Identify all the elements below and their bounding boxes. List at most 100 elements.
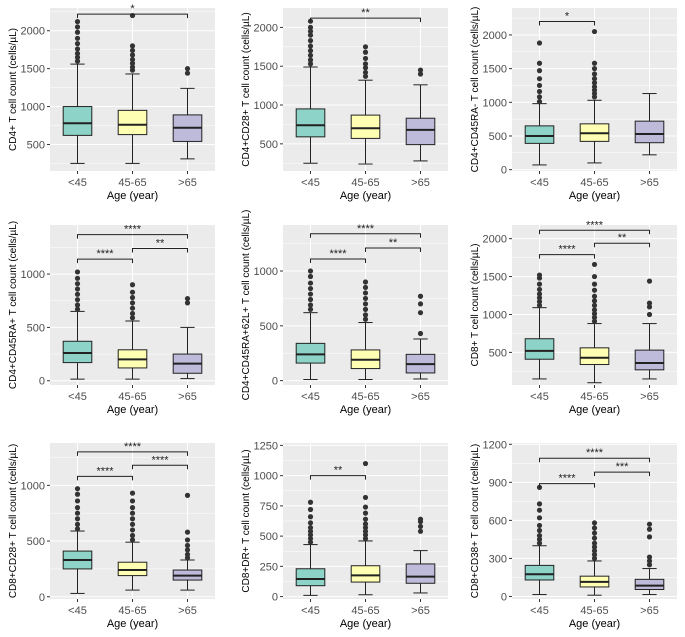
- outlier-point: [74, 297, 81, 303]
- x-tick-label: >65: [411, 391, 430, 403]
- outlier-point: [591, 555, 598, 562]
- x-tick-label: 45-65: [118, 605, 146, 617]
- outlier-point: [536, 507, 543, 513]
- box-iqr: [634, 120, 665, 144]
- y-axis-title: CD8+ T cell count (cells/µL): [470, 244, 481, 367]
- outlier-point: [74, 29, 81, 35]
- box-1: [62, 269, 93, 380]
- box-2: [350, 460, 381, 596]
- outlier-point: [307, 280, 314, 286]
- outlier-point: [536, 540, 543, 546]
- outlier-point: [74, 306, 81, 312]
- outlier-point: [129, 300, 136, 306]
- x-axis-title: Age (year): [569, 404, 620, 416]
- x-tick-label: >65: [411, 177, 430, 189]
- significance-bracket: **: [310, 465, 366, 480]
- box-3: [405, 516, 436, 594]
- box-2: [117, 490, 148, 591]
- outlier-point: [74, 54, 81, 60]
- y-axis-title: CD8+DR+ T cell count (cells/µL): [241, 449, 252, 592]
- outlier-point: [417, 293, 424, 299]
- outlier-point: [591, 540, 598, 546]
- y-tick-label: 0: [272, 592, 278, 604]
- box-1: [524, 484, 555, 596]
- outlier-point: [591, 535, 598, 541]
- significance-label: ****: [329, 248, 347, 260]
- outlier-point: [362, 65, 369, 71]
- outlier-point: [646, 534, 653, 540]
- outlier-point: [74, 486, 81, 492]
- significance-label: ****: [586, 219, 604, 231]
- y-tick-label: 500: [260, 531, 278, 543]
- outlier-point: [307, 28, 314, 34]
- significance-bracket: ****: [77, 248, 133, 264]
- outlier-point: [591, 307, 598, 313]
- x-tick-label: >65: [178, 605, 197, 617]
- outlier-point: [536, 82, 543, 89]
- box-2: [117, 12, 148, 164]
- box-3: [172, 66, 203, 160]
- outlier-point: [362, 312, 369, 318]
- x-axis-title: Age (year): [569, 618, 620, 630]
- significance-bracket: ****: [77, 441, 188, 456]
- bracket-line: [365, 247, 421, 253]
- outlier-point: [74, 50, 81, 57]
- y-tick-label: 1000: [21, 480, 45, 492]
- x-axis-title: Age (year): [107, 618, 158, 630]
- outlier-point: [74, 505, 81, 511]
- outlier-point: [307, 285, 314, 292]
- significance-bracket: **: [132, 237, 188, 253]
- outlier-point: [417, 330, 424, 337]
- box-iqr: [295, 568, 326, 587]
- bracket-line: [310, 233, 421, 238]
- box-iqr: [117, 561, 148, 577]
- box-3: [405, 293, 436, 380]
- y-tick-label: 0: [501, 591, 507, 603]
- outlier-point: [307, 24, 314, 31]
- outlier-point: [362, 521, 369, 527]
- significance-label: *: [565, 10, 570, 22]
- outlier-point: [307, 499, 314, 505]
- outlier-point: [74, 58, 81, 64]
- x-tick-label: <45: [530, 177, 549, 189]
- y-tick-label: 1000: [21, 102, 45, 114]
- outlier-point: [129, 537, 136, 543]
- outlier-point: [362, 55, 369, 62]
- bracket-line: [539, 20, 595, 26]
- outlier-point: [646, 526, 653, 532]
- outlier-point: [417, 310, 424, 316]
- x-tick-label: 45-65: [351, 177, 379, 189]
- outlier-point: [417, 71, 424, 77]
- bracket-line: [310, 17, 421, 23]
- outlier-point: [646, 311, 653, 318]
- box-iqr: [295, 108, 326, 138]
- outlier-point: [362, 494, 369, 501]
- outlier-point: [307, 520, 314, 526]
- x-axis-title: Age (year): [107, 190, 158, 202]
- outlier-point: [362, 306, 369, 312]
- outlier-point: [536, 94, 543, 100]
- outlier-point: [362, 460, 369, 467]
- outlier-point: [646, 278, 653, 284]
- significance-bracket: ****: [539, 473, 595, 488]
- bracket-line: [310, 475, 366, 480]
- x-axis-title: Age (year): [107, 404, 158, 416]
- x-axis-title: Age (year): [340, 404, 391, 416]
- y-tick-label: 1200: [483, 439, 507, 451]
- x-tick-label: 45-65: [580, 177, 608, 189]
- panel-2: 500 1000 1500 2000 ** <45 45-65 >65 Age (year) CD…: [241, 7, 448, 202]
- outlier-point: [129, 52, 136, 58]
- x-tick-label: 45-65: [118, 177, 146, 189]
- bracket-line: [77, 13, 188, 19]
- outlier-point: [74, 19, 81, 25]
- y-tick-label: 1000: [483, 97, 507, 109]
- box-iqr: [634, 349, 665, 371]
- y-tick-label: 1000: [21, 269, 45, 281]
- bracket-line: [539, 229, 650, 235]
- significance-bracket: ****: [539, 447, 650, 463]
- outlier-point: [307, 506, 314, 513]
- outlier-point: [591, 530, 598, 536]
